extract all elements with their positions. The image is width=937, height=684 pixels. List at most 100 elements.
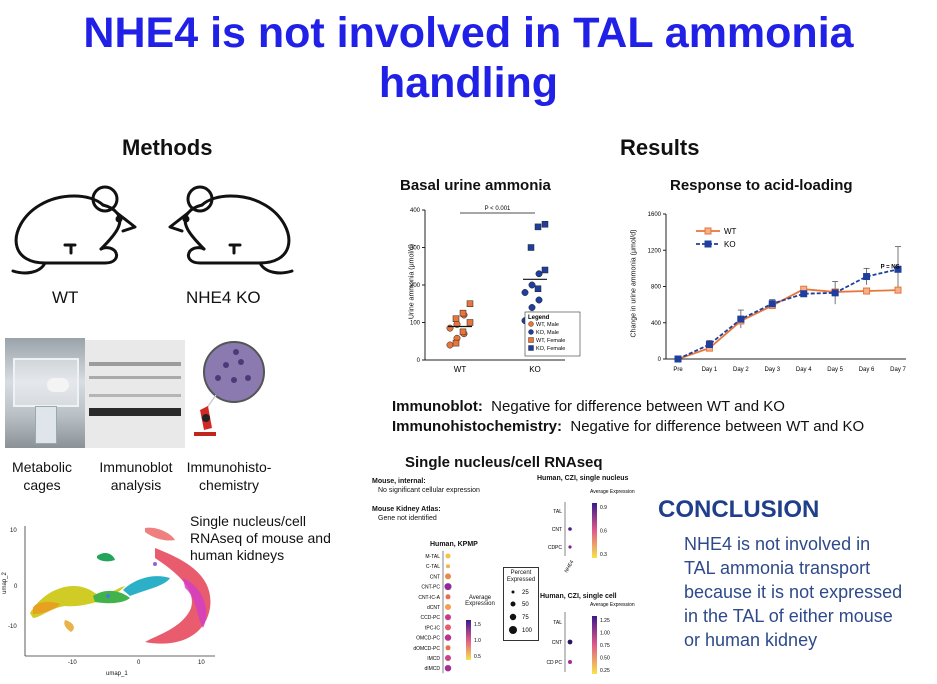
- kpmp-avg-expr-label: Average Expression: [465, 595, 495, 607]
- legend-title: Legend: [528, 315, 550, 321]
- immunoblot-label: Immunoblot:: [392, 398, 483, 415]
- mouse-wt-label: WT: [52, 288, 79, 307]
- ihc-text: Negative for difference between WT and K…: [570, 418, 865, 435]
- data-point: [541, 266, 549, 274]
- dot: [445, 573, 451, 580]
- color-bar-label: 1.0: [474, 638, 481, 644]
- row-label: IMCD: [427, 656, 440, 662]
- caption-ihc: Immunohisto-chemistry: [186, 459, 272, 493]
- mouse-internal-label: Mouse, internal:: [372, 478, 426, 485]
- umap-ylabel: umap_2: [1, 572, 8, 594]
- color-bar-label: 0.75: [600, 643, 610, 649]
- dot: [568, 545, 572, 549]
- dot: [444, 665, 452, 672]
- color-bar: [592, 503, 597, 558]
- legend-entry: KO, Male: [536, 330, 559, 336]
- color-bar-title: Average Expression: [590, 489, 635, 495]
- methods-heading: Methods: [122, 135, 213, 160]
- umap-ytick-top: 10: [10, 528, 17, 534]
- legend-marker: [704, 227, 712, 235]
- data-point: [863, 287, 871, 295]
- color-bar-title: Average Expression: [590, 602, 635, 608]
- conclusion-line: because it is not expressed: [684, 582, 903, 602]
- data-point: [534, 285, 542, 292]
- dot: [567, 639, 573, 645]
- immunoblot-text: Negative for difference between WT and K…: [491, 398, 785, 415]
- row-label: OMCD-PC: [416, 636, 440, 642]
- czi-nucleus-dotplot: TAL CNT CDPC 0.9 0.6 0.3 Average Expression NHE…: [548, 489, 635, 574]
- kpmp-title: Human, KPMP: [430, 541, 478, 548]
- legend-marker: [528, 345, 534, 351]
- color-bar-label: 0.25: [600, 668, 610, 674]
- data-point: [674, 355, 682, 363]
- row-label: CNT: [430, 574, 440, 580]
- color-bar-label: 0.3: [600, 552, 607, 558]
- legend-entry: WT: [724, 227, 737, 236]
- x-tick-label: Day 4: [796, 367, 812, 373]
- y-tick-label: 800: [651, 285, 662, 291]
- conclusion-line: in the TAL of either mouse: [684, 606, 893, 626]
- caption-metabolic: Metabolic cages: [12, 459, 72, 493]
- dot: [445, 655, 451, 661]
- chart2-ylabel: Change in urine ammonia (μmol/d): [630, 229, 638, 338]
- color-bar-label: 0.50: [600, 656, 610, 662]
- mouse-ko-label: NHE4 KO: [186, 288, 261, 307]
- row-label: TAL: [553, 620, 562, 626]
- data-point: [466, 300, 474, 307]
- immunoblot-image: [85, 340, 185, 448]
- pct-legend: Percent Expressed 25 50 75 100: [503, 567, 539, 641]
- conclusion-heading: CONCLUSION: [658, 496, 820, 523]
- dot: [445, 604, 451, 610]
- conclusion-line: TAL ammonia transport: [684, 558, 871, 578]
- metabolic-cage-photo: [5, 338, 85, 448]
- dot: [568, 660, 572, 664]
- caption-immunoblot: Immunoblot analysis: [99, 459, 173, 493]
- data-point: [894, 286, 902, 294]
- dot: [444, 634, 452, 641]
- data-point: [452, 315, 460, 322]
- y-tick-label: 200: [410, 283, 421, 289]
- dot: [568, 527, 572, 531]
- color-bar-label: 0.9: [600, 505, 607, 511]
- umap-xtick-right: 10: [198, 660, 205, 666]
- data-point: [459, 328, 467, 336]
- umap-xlabel: umap_1: [106, 671, 128, 677]
- umap-ytick-bot: -10: [8, 624, 17, 630]
- series-line-ko: [677, 268, 899, 360]
- dot: [445, 553, 451, 559]
- row-label: dCNT: [427, 605, 440, 611]
- data-point: [800, 290, 808, 298]
- color-bar-label: 1.00: [600, 631, 610, 637]
- data-point: [459, 309, 467, 317]
- x-tick-label: WT: [454, 365, 467, 374]
- row-label: CD PC: [546, 660, 562, 666]
- legend-entry: KO, Female: [536, 346, 565, 352]
- row-label: C-TAL: [426, 564, 440, 570]
- x-tick-label: Day 2: [733, 367, 749, 373]
- mouse-wt-icon: [11, 185, 137, 275]
- conclusion-line: or human kidney: [684, 630, 818, 650]
- data-point: [535, 296, 543, 304]
- immunoblot-result: Immunoblot: Negative for difference betw…: [392, 398, 785, 415]
- results-heading: Results: [620, 135, 700, 160]
- kpmp-dotplot: M-TAL C-TAL CNT CNT-PC CNT-IC-A dCNT CCD-PC tPC…: [413, 550, 481, 674]
- dot: [445, 645, 451, 651]
- data-point: [446, 341, 454, 349]
- data-point: [466, 319, 474, 326]
- mouse-atlas-label: Mouse Kidney Atlas:: [372, 506, 441, 513]
- row-label: CDPC: [548, 545, 563, 551]
- data-point: [534, 223, 542, 231]
- pct-legend-title: Percent Expressed: [506, 570, 536, 583]
- y-tick-label: 1200: [648, 248, 662, 254]
- legend-entry: WT, Male: [536, 322, 559, 328]
- row-label: CNT: [552, 640, 562, 646]
- row-label: CNT-IC-A: [418, 595, 440, 601]
- umap-ytick-mid: 0: [14, 584, 18, 590]
- data-point: [535, 270, 543, 278]
- chart2-title: Response to acid-loading: [670, 177, 853, 194]
- umap-xtick-left: -10: [68, 660, 77, 666]
- row-label: tPC-IC: [425, 625, 440, 631]
- acid-loading-chart: 0 400 800 1200 1600 Pre Day 1 Day 2 Day 3 Day 4 Da…: [648, 212, 907, 373]
- dot: [445, 594, 451, 600]
- x-tick-label: Day 5: [827, 367, 843, 373]
